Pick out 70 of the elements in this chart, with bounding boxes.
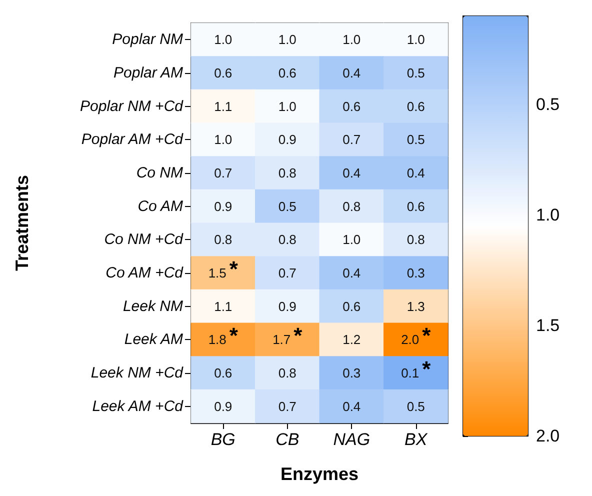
y-tick-label: Poplar NM xyxy=(112,31,184,48)
data-label: 1.3 xyxy=(406,298,425,314)
data-label: 0.3 xyxy=(406,266,425,280)
data-label: 0.5 xyxy=(278,198,296,214)
color-bar-label: 1.5 xyxy=(536,316,560,335)
x-tick-label: BG xyxy=(210,430,236,449)
data-label: 0.8 xyxy=(278,232,296,248)
data-label: 0.8 xyxy=(214,232,232,248)
x-tick-label: CB xyxy=(276,430,300,449)
data-label: 1.0 xyxy=(342,232,361,248)
data-label: 1.1 xyxy=(214,98,232,114)
data-label: 0.6 xyxy=(342,298,361,314)
data-label: 1.0 xyxy=(278,98,296,114)
data-label: 0.9 xyxy=(278,298,296,314)
x-tick-label: BX xyxy=(404,430,428,449)
data-label: 0.3 xyxy=(342,366,361,380)
data-label: 0.8 xyxy=(342,198,361,214)
y-tick-label: Co AM +Cd xyxy=(106,264,184,282)
data-label: 0.8 xyxy=(278,166,296,180)
data-label: 0.6 xyxy=(406,198,425,214)
y-tick-label: Co NM +Cd xyxy=(104,231,184,248)
y-tick-label: Poplar AM +Cd xyxy=(81,131,184,148)
data-label: 0.6 xyxy=(278,66,296,80)
data-label: 0.6 xyxy=(342,98,361,114)
data-label: 0.7 xyxy=(278,266,296,280)
data-label: 0.6 xyxy=(406,98,425,114)
data-label: 0.9 xyxy=(214,398,232,414)
data-label: 0.5 xyxy=(406,132,425,148)
data-label: 0.4 xyxy=(406,166,425,180)
data-label: 0.8 xyxy=(278,366,296,380)
color-bar-label: 2.0 xyxy=(536,426,560,446)
data-label: 0.7 xyxy=(214,166,232,180)
x-axis-title: Enzymes xyxy=(280,464,359,484)
data-label: 0.4 xyxy=(342,266,361,280)
y-tick-label: Poplar NM +Cd xyxy=(80,98,184,115)
data-label: 1.0 xyxy=(214,32,232,48)
data-label: 1.0 xyxy=(406,32,425,48)
data-label: 1.7* xyxy=(272,323,303,348)
data-label: 1.1 xyxy=(214,298,232,314)
data-label: 1.5* xyxy=(208,256,238,282)
data-label: 0.6 xyxy=(214,66,232,80)
y-tick-label: Poplar AM xyxy=(114,64,184,82)
y-tick-label: Leek AM +Cd xyxy=(92,398,184,415)
y-axis-title: Treatments xyxy=(12,174,32,272)
color-bar-label: 1.0 xyxy=(536,205,560,224)
data-label: 0.9 xyxy=(278,132,296,148)
x-tick-label: NAG xyxy=(333,430,370,449)
data-label: 0.7 xyxy=(278,398,296,414)
data-label: 0.4 xyxy=(342,166,361,180)
data-label: 0.4 xyxy=(342,398,361,414)
y-tick-label: Leek NM xyxy=(122,298,184,315)
data-label: 1.2 xyxy=(342,332,361,348)
data-label: 1.0 xyxy=(278,32,296,48)
data-label: 0.4 xyxy=(342,66,361,80)
color-bar-label: 0.5 xyxy=(536,94,560,114)
y-tick-label: Leek NM +Cd xyxy=(90,364,184,382)
data-label: 1.0 xyxy=(342,32,361,48)
data-label: 0.8 xyxy=(406,232,425,248)
data-label: 0.5 xyxy=(406,66,425,80)
data-label: 1.8* xyxy=(208,323,238,348)
data-label: 0.6 xyxy=(214,366,232,380)
data-label: 0.5 xyxy=(406,398,425,414)
data-label: 1.0 xyxy=(214,132,232,148)
data-label: 0.7 xyxy=(342,132,361,148)
data-label: 0.9 xyxy=(214,198,232,214)
y-tick-label: Co NM xyxy=(136,164,184,182)
data-label: 0.1* xyxy=(401,356,432,382)
data-label: 2.0* xyxy=(401,323,432,348)
y-tick-label: Leek AM xyxy=(124,331,184,348)
y-tick-label: Co AM xyxy=(138,198,184,215)
